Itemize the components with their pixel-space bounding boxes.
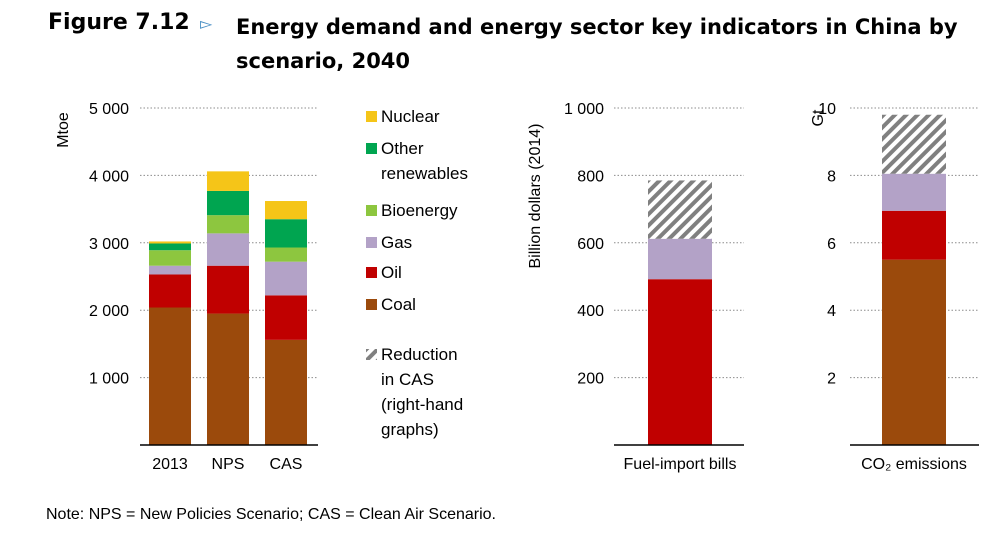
- bar-gas-nps: [207, 233, 249, 266]
- bar-coal-co-emissions: [882, 259, 946, 445]
- x-tick-label: CAS: [270, 456, 303, 473]
- legend-label-other-renewables: renewables: [381, 164, 468, 183]
- y-tick-label: 800: [577, 168, 604, 185]
- x-tick-label: NPS: [212, 456, 245, 473]
- bar-nuclear-nps: [207, 171, 249, 191]
- y-axis-label: Mtoe: [55, 112, 72, 148]
- figure-label: Figure 7.12: [48, 10, 190, 35]
- bar-reduction-in-cas-fuel-import-bills: [648, 180, 712, 239]
- bar-bioenergy-2013: [149, 250, 191, 266]
- legend-label-oil: Oil: [381, 263, 402, 282]
- bar-oil-co-emissions: [882, 210, 946, 260]
- y-tick-label: 400: [577, 303, 604, 320]
- x-tick-label: 2013: [152, 456, 188, 473]
- legend-swatch-nuclear: [366, 111, 377, 122]
- bar-gas-cas: [265, 261, 307, 296]
- legend-swatch-reduction-in-cas: [366, 349, 377, 360]
- bar-other-renewables-2013: [149, 243, 191, 251]
- bar-bioenergy-cas: [265, 247, 307, 262]
- bar-coal-cas: [265, 339, 307, 445]
- y-tick-label: 6: [827, 236, 836, 253]
- bar-gas-fuel-import-bills: [648, 238, 712, 280]
- legend-label-gas: Gas: [381, 233, 412, 252]
- legend-label-bioenergy: Bioenergy: [381, 201, 458, 220]
- bar-reduction-in-cas-co-emissions: [882, 114, 946, 174]
- bar-oil-nps: [207, 265, 249, 314]
- legend-label-reduction-in-cas: Reduction: [381, 345, 458, 364]
- legend-label-coal: Coal: [381, 295, 416, 314]
- y-tick-label: 5 000: [89, 101, 129, 118]
- y-axis-label: Billion dollars (2014): [527, 124, 544, 269]
- bar-coal-nps: [207, 313, 249, 445]
- y-tick-label: 3 000: [89, 236, 129, 253]
- bar-nuclear-2013: [149, 241, 191, 244]
- y-tick-label: 1 000: [564, 101, 604, 118]
- bar-other-renewables-cas: [265, 219, 307, 248]
- y-tick-label: 4 000: [89, 168, 129, 185]
- bar-oil-fuel-import-bills: [648, 279, 712, 445]
- footnote: Note: NPS = New Policies Scenario; CAS =…: [46, 506, 496, 523]
- y-tick-label: 8: [827, 168, 836, 185]
- legend-label-reduction-in-cas: (right-hand: [381, 395, 463, 414]
- y-tick-label: 2: [827, 371, 836, 388]
- y-tick-label: 600: [577, 236, 604, 253]
- legend-swatch-coal: [366, 299, 377, 310]
- y-tick-label: 200: [577, 371, 604, 388]
- figure-title: Energy demand and energy sector key indi…: [236, 15, 958, 73]
- bar-gas-co-emissions: [882, 173, 946, 211]
- legend-label-reduction-in-cas: graphs): [381, 420, 439, 439]
- bar-other-renewables-nps: [207, 190, 249, 216]
- bar-oil-cas: [265, 295, 307, 340]
- legend-label-other-renewables: Other: [381, 139, 424, 158]
- y-tick-label: 4: [827, 303, 836, 320]
- y-tick-label: 1 000: [89, 371, 129, 388]
- legend-swatch-oil: [366, 267, 377, 278]
- triangle-right-icon: ▻: [200, 16, 213, 33]
- bar-coal-2013: [149, 307, 191, 445]
- x-tick-label: CO₂ emissions: [861, 456, 967, 473]
- bar-nuclear-cas: [265, 201, 307, 220]
- bar-bioenergy-nps: [207, 215, 249, 234]
- legend-swatch-bioenergy: [366, 205, 377, 216]
- legend-swatch-gas: [366, 237, 377, 248]
- legend-label-reduction-in-cas: in CAS: [381, 370, 434, 389]
- legend-swatch-other-renewables: [366, 143, 377, 154]
- legend-label-nuclear: Nuclear: [381, 107, 440, 126]
- y-tick-label: 10: [818, 101, 836, 118]
- x-tick-label: Fuel-import bills: [624, 456, 737, 473]
- y-axis-label: Gt: [810, 109, 827, 126]
- y-tick-label: 2 000: [89, 303, 129, 320]
- bar-oil-2013: [149, 274, 191, 308]
- bar-gas-2013: [149, 265, 191, 275]
